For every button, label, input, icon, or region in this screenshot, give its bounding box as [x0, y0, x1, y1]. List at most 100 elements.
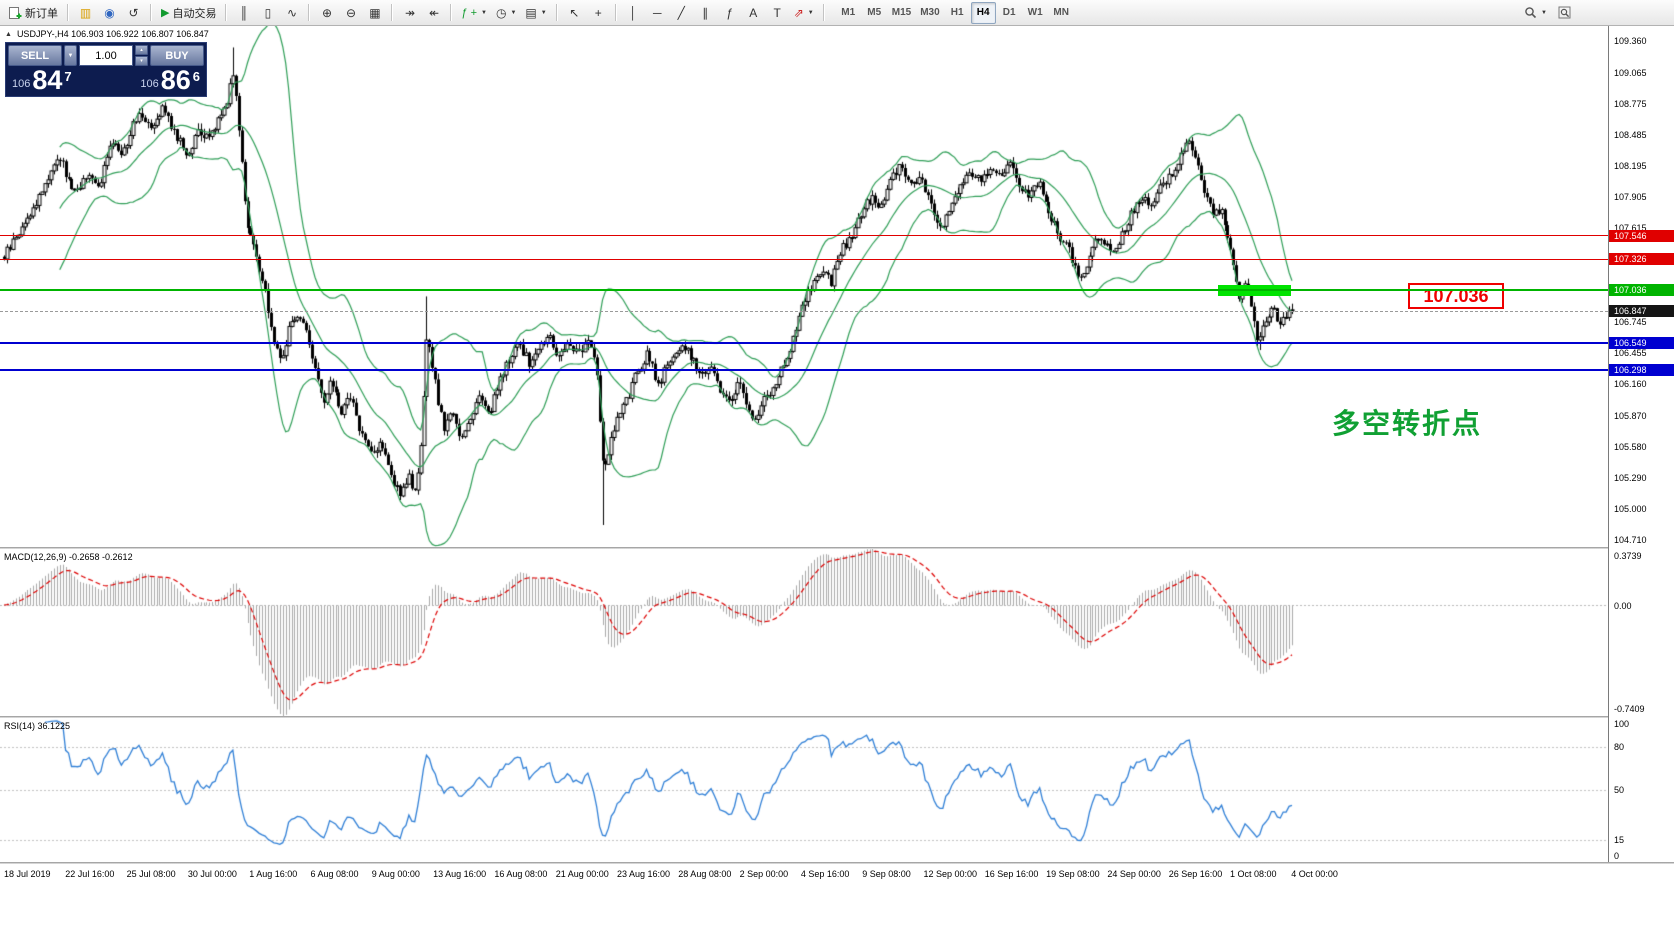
- time-axis[interactable]: 18 Jul 2019 22 Jul 16:00 25 Jul 08:00 30 Ju…: [0, 864, 1674, 949]
- profiles-icon: ◉: [104, 5, 115, 20]
- horizontal-line-button[interactable]: ─: [646, 2, 669, 24]
- sell-price-pipette: 7: [64, 69, 72, 84]
- toolbar-separator: [450, 4, 453, 21]
- crosshair-button[interactable]: +: [587, 2, 610, 24]
- buy-price-pipette: 6: [192, 69, 200, 84]
- timeframe-w1[interactable]: W1: [1023, 2, 1048, 24]
- profiles-button[interactable]: ◉: [98, 2, 121, 24]
- line-chart-button[interactable]: ∿: [280, 2, 303, 24]
- volume-input[interactable]: [79, 45, 133, 66]
- text-icon: A: [749, 5, 758, 20]
- new-order-button[interactable]: 新订单: [4, 2, 62, 24]
- horizontal-line[interactable]: [0, 235, 1608, 237]
- bar-chart-button[interactable]: ║: [232, 2, 255, 24]
- new-order-label: 新订单: [25, 7, 58, 20]
- fibonacci-button[interactable]: ƒ: [718, 2, 741, 24]
- text-button[interactable]: A: [742, 2, 765, 24]
- quote-info-bar: ▲ USDJPY-,H4 106.903 106.922 106.807 106…: [5, 29, 209, 39]
- templates-button[interactable]: ▤ ▼: [521, 2, 550, 24]
- auto-scroll-button[interactable]: ↠: [398, 2, 421, 24]
- toolbar-right-group: ▼: [1520, 2, 1576, 24]
- horizontal-line[interactable]: [0, 341, 1608, 344]
- axis-price-badge: 107.546: [1609, 229, 1674, 242]
- volume-down-button[interactable]: ▾: [135, 56, 148, 66]
- timeframe-h1[interactable]: H1: [945, 2, 970, 24]
- time-axis-label: 28 Aug 08:00: [678, 869, 732, 879]
- buy-price-prefix: 106: [140, 77, 159, 90]
- timeframe-d1[interactable]: D1: [997, 2, 1022, 24]
- timeframe-m1[interactable]: M1: [836, 2, 861, 24]
- indicator-axis-label: 0.00: [1614, 600, 1632, 611]
- main-chart-canvas[interactable]: [0, 26, 1608, 547]
- bar-chart-icon: ║: [239, 5, 249, 20]
- autotrading-play-icon: ▶: [161, 7, 170, 19]
- timeframe-m5[interactable]: M5: [862, 2, 887, 24]
- chevron-down-icon: ▼: [67, 52, 74, 59]
- time-axis-label: 24 Sep 00:00: [1107, 869, 1161, 879]
- new-order-icon: [9, 6, 22, 19]
- chevron-down-icon: ▼: [510, 9, 517, 16]
- price-axis-label: 108.775: [1614, 98, 1647, 109]
- volume-up-button[interactable]: ▴: [135, 45, 148, 55]
- tile-windows-button[interactable]: ▦: [363, 2, 386, 24]
- horizontal-line[interactable]: [0, 258, 1608, 260]
- time-axis-label: 1 Oct 08:00: [1230, 869, 1277, 879]
- sell-button[interactable]: SELL: [8, 45, 62, 66]
- rsi-indicator-canvas[interactable]: [0, 718, 1608, 862]
- time-axis-label: 30 Jul 00:00: [187, 869, 237, 879]
- toolbar-separator: [614, 4, 617, 21]
- macd-indicator-canvas[interactable]: [0, 549, 1608, 716]
- axis-price-badge: 107.036: [1609, 284, 1674, 297]
- trendline-icon: ╱: [677, 5, 685, 20]
- zoom-out-button[interactable]: ⊖: [339, 2, 362, 24]
- horizontal-line[interactable]: [0, 289, 1608, 292]
- price-axis[interactable]: 109.360 109.065 108.775 108.485 108.195 107.9…: [1608, 26, 1674, 862]
- panel-separator: [0, 862, 1674, 864]
- indicator-axis-label: 0.3739: [1614, 551, 1642, 561]
- horizontal-line[interactable]: [0, 368, 1608, 371]
- price-axis-label: 105.870: [1614, 410, 1647, 421]
- collapse-trade-panel-icon[interactable]: ▲: [5, 30, 12, 38]
- price-axis-label: 107.905: [1614, 192, 1647, 203]
- buy-button[interactable]: BUY: [150, 45, 204, 66]
- text-label-button[interactable]: T: [766, 2, 789, 24]
- timeframe-mn[interactable]: MN: [1049, 2, 1074, 24]
- channel-button[interactable]: ∥: [694, 2, 717, 24]
- time-axis-label: 13 Aug 16:00: [433, 869, 487, 879]
- vertical-line-button[interactable]: │: [622, 2, 645, 24]
- sell-price[interactable]: 106 84 7: [12, 67, 72, 94]
- indicators-button[interactable]: ƒ + ▼: [457, 2, 491, 24]
- indicator-axis-label: 80: [1614, 741, 1625, 752]
- plus-icon: +: [470, 6, 478, 19]
- symbol-search-button[interactable]: ▼: [1520, 2, 1551, 24]
- arrows-button[interactable]: ⇗ ▼: [790, 2, 818, 24]
- charts-button[interactable]: ▥: [74, 2, 97, 24]
- trendline-button[interactable]: ╱: [670, 2, 693, 24]
- time-axis-label: 26 Sep 16:00: [1168, 869, 1223, 879]
- candlestick-chart-button[interactable]: ▯: [256, 2, 279, 24]
- time-axis-label: 16 Sep 16:00: [984, 869, 1039, 879]
- chevron-up-icon: ▴: [140, 47, 143, 53]
- panel-separator[interactable]: [0, 547, 1674, 549]
- chart-shift-button[interactable]: ↞: [422, 2, 445, 24]
- order-options-button[interactable]: ▼: [64, 45, 77, 66]
- time-axis-label: 9 Aug 00:00: [371, 869, 420, 879]
- toolbar-separator: [308, 4, 311, 21]
- periods-button[interactable]: ◷ ▼: [492, 2, 520, 24]
- trade-prices-row: 106 84 7 106 86 6: [8, 66, 204, 94]
- zoom-in-button[interactable]: ⊕: [315, 2, 338, 24]
- time-axis-label: 4 Sep 16:00: [800, 869, 850, 879]
- timeframe-m15[interactable]: M15: [888, 2, 915, 24]
- autotrading-button[interactable]: ▶ 自动交易: [157, 2, 220, 24]
- time-axis-label: 12 Sep 00:00: [923, 869, 978, 879]
- refresh-button[interactable]: ↺: [122, 2, 145, 24]
- indicator-axis-label: -0.7409: [1614, 704, 1645, 714]
- chart-search-icon: [1558, 6, 1571, 19]
- time-axis-label: 19 Sep 08:00: [1046, 869, 1100, 879]
- find-in-chart-button[interactable]: [1553, 2, 1576, 24]
- timeframe-m30[interactable]: M30: [916, 2, 943, 24]
- cursor-button[interactable]: ↖: [563, 2, 586, 24]
- buy-price[interactable]: 106 86 6: [140, 67, 200, 94]
- panel-separator[interactable]: [0, 716, 1674, 718]
- timeframe-h4[interactable]: H4: [970, 1, 996, 24]
